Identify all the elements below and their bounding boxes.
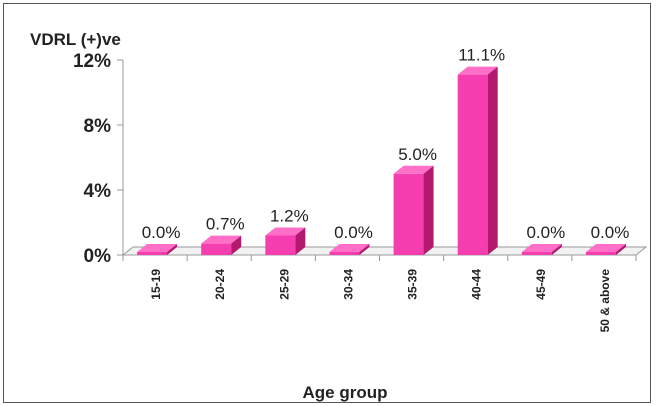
bar xyxy=(201,235,242,255)
bar xyxy=(265,227,306,255)
x-tick-label: 30-34 xyxy=(341,269,355,300)
bar-side xyxy=(551,244,562,255)
bar-front xyxy=(137,252,168,255)
bar-top xyxy=(457,66,498,75)
data-label: 0.7% xyxy=(206,215,245,234)
bar-top xyxy=(265,227,306,236)
bar-front xyxy=(585,252,616,255)
x-tick-label: 15-19 xyxy=(149,269,163,300)
x-tick-label: 40-44 xyxy=(470,269,484,300)
y-tick-label: 12% xyxy=(73,51,111,72)
x-tick-label: 50 & above xyxy=(598,269,612,333)
bar xyxy=(137,244,178,255)
x-tick-label: 20-24 xyxy=(213,269,227,300)
data-label: 5.0% xyxy=(398,145,437,164)
y-tick-label: 4% xyxy=(84,181,112,202)
chart-frame xyxy=(3,3,651,403)
bar-side xyxy=(487,66,498,255)
bar-front xyxy=(521,252,552,255)
data-label: 0.0% xyxy=(526,223,565,242)
bar-front xyxy=(201,243,232,255)
data-label: 0.0% xyxy=(142,223,181,242)
bar xyxy=(585,244,626,255)
bar-side xyxy=(231,235,242,255)
y-axis-title: VDRL (+)ve xyxy=(30,30,121,49)
bar-side xyxy=(615,244,626,255)
bar xyxy=(393,165,434,255)
y-tick-label: 8% xyxy=(84,116,112,137)
bar-side xyxy=(167,244,178,255)
bar xyxy=(457,66,498,255)
x-tick-label: 45-49 xyxy=(534,269,548,300)
bar-top xyxy=(201,235,242,244)
data-label: 11.1% xyxy=(458,46,505,65)
data-label: 1.2% xyxy=(270,207,309,226)
bar-top xyxy=(137,244,178,252)
x-tick-label: 25-29 xyxy=(277,269,291,300)
data-label: 0.0% xyxy=(334,223,373,242)
x-axis-title: Age group xyxy=(303,383,388,402)
bar-front xyxy=(329,252,360,255)
bar-side xyxy=(295,227,306,255)
bar xyxy=(521,244,562,255)
bar xyxy=(329,244,370,255)
bar-front xyxy=(265,235,296,255)
x-tick-label: 35-39 xyxy=(406,269,420,300)
bar-top xyxy=(585,244,626,252)
bar-top xyxy=(393,165,434,174)
bar-front xyxy=(393,173,424,255)
bar-side xyxy=(423,165,434,255)
bar-top xyxy=(521,244,562,252)
bar-side xyxy=(359,244,370,255)
y-tick-label: 0% xyxy=(84,246,112,267)
data-label: 0.0% xyxy=(591,223,630,242)
bar-front xyxy=(457,74,488,255)
bar-top xyxy=(329,244,370,252)
